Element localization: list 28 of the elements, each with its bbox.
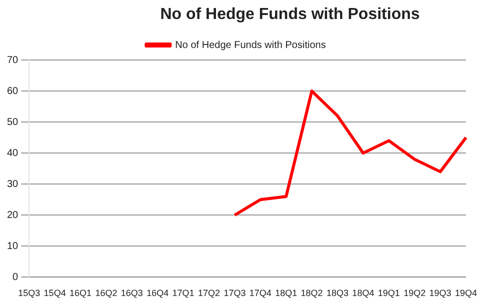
legend-label: No of Hedge Funds with Positions bbox=[175, 40, 326, 51]
x-tick-label: 15Q4 bbox=[44, 288, 66, 298]
x-tick-label: 17Q4 bbox=[249, 288, 272, 298]
x-tick-label: 19Q2 bbox=[404, 288, 426, 298]
x-tick-label: 16Q3 bbox=[120, 288, 143, 298]
y-tick-label: 30 bbox=[7, 178, 19, 190]
x-tick-label: 18Q4 bbox=[352, 288, 374, 298]
x-tick-label: 19Q4 bbox=[454, 288, 478, 298]
y-tick-label: 60 bbox=[7, 86, 19, 97]
y-tick-label: 40 bbox=[7, 148, 19, 159]
x-tick-label: 19Q1 bbox=[378, 288, 400, 298]
x-tick-label: 15Q3 bbox=[18, 288, 40, 298]
y-tick-label: 50 bbox=[7, 116, 19, 128]
x-tick-label: 17Q3 bbox=[224, 288, 246, 298]
x-tick-label: 17Q1 bbox=[172, 288, 194, 298]
y-tick-label: 70 bbox=[7, 54, 19, 66]
x-tick-label: 18Q2 bbox=[300, 288, 323, 298]
x-tick-label: 19Q3 bbox=[429, 288, 452, 298]
x-tick-label: 18Q1 bbox=[275, 288, 298, 298]
x-tick-label: 18Q3 bbox=[326, 288, 349, 298]
x-tick-label: 16Q2 bbox=[95, 288, 118, 298]
y-tick-label: 20 bbox=[7, 210, 19, 221]
y-tick-label: 10 bbox=[7, 240, 19, 252]
y-tick-label: 0 bbox=[12, 272, 19, 283]
x-tick-label: 16Q1 bbox=[70, 288, 92, 298]
x-tick-label: 16Q4 bbox=[146, 288, 169, 298]
x-tick-label: 17Q2 bbox=[198, 288, 220, 298]
chart-title: No of Hedge Funds with Positions bbox=[159, 6, 421, 24]
